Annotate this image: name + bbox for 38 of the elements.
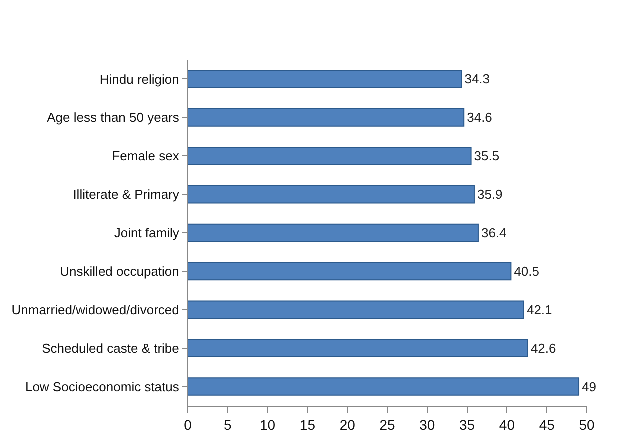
data-label: 36.4 (481, 226, 507, 240)
y-tick-label: Age less than 50 years (47, 110, 180, 126)
bar (188, 300, 524, 320)
bar (188, 378, 580, 396)
x-tick-label: 50 (579, 416, 595, 433)
x-tick-label: 20 (340, 416, 356, 433)
x-tick-label: 45 (539, 416, 556, 433)
x-tick-label: 40 (499, 416, 516, 433)
bar (188, 70, 462, 88)
x-tick-label: 25 (380, 416, 396, 433)
x-tick-label: 30 (420, 416, 436, 433)
y-tick-label: Low Socioeconomic status (25, 379, 180, 394)
data-label: 35.5 (474, 148, 500, 164)
x-tick-label: 35 (460, 416, 476, 433)
data-label: 34.3 (464, 72, 490, 87)
y-tick-label: Female sex (112, 148, 180, 164)
bar (188, 224, 479, 242)
data-label: 40.5 (514, 264, 540, 279)
y-tick-label: Unskilled occupation (60, 264, 180, 279)
y-tick-label: Unmarried/widowed/divorced (12, 302, 180, 318)
x-tick-label: 10 (260, 416, 276, 433)
y-tick-label: Illiterate & Primary (73, 187, 180, 202)
y-tick-label: Joint family (114, 226, 180, 241)
data-label: 42.1 (526, 302, 552, 318)
data-label: 49 (582, 379, 596, 394)
bar (188, 108, 465, 127)
bar (188, 339, 528, 358)
x-tick-label: 0 (184, 416, 192, 433)
bar (188, 262, 512, 281)
y-tick-label: Scheduled caste & tribe (42, 340, 180, 356)
data-label: 35.9 (477, 187, 503, 202)
bar (188, 185, 475, 204)
x-tick-label: 15 (300, 416, 316, 433)
x-tick-label: 5 (224, 416, 232, 433)
data-label: 34.6 (467, 110, 492, 126)
bar (188, 146, 472, 166)
data-label: 42.6 (530, 340, 556, 356)
y-tick-label: Hindu religion (100, 72, 180, 87)
